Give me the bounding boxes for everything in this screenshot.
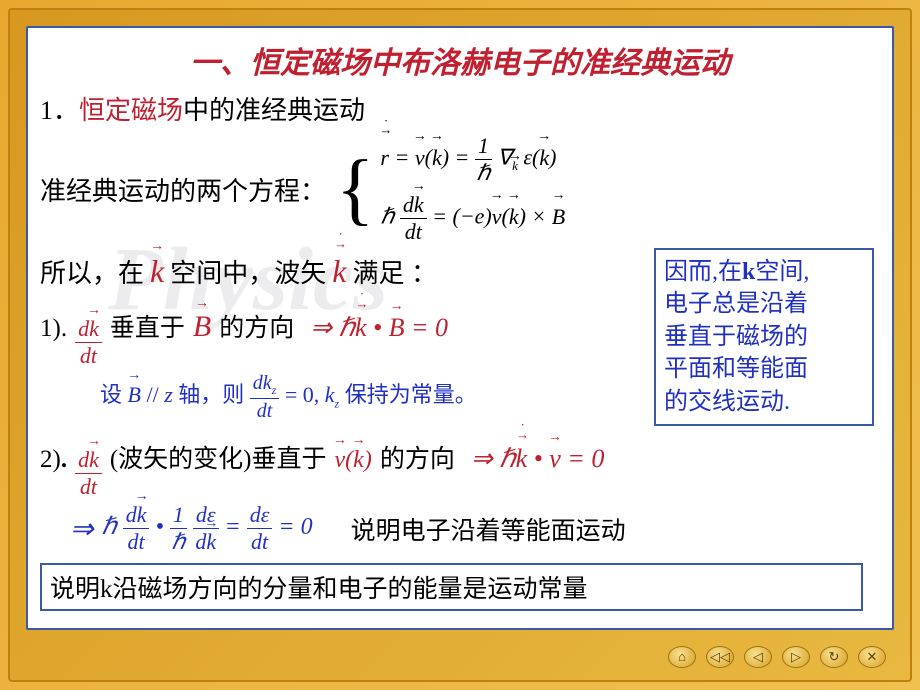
item1-fraction: dk→ dt <box>75 318 102 367</box>
therefore-p3: 满足 ： <box>352 253 437 290</box>
therefore-p2: 空间中，波矢 <box>170 253 326 290</box>
item2-number: 2). <box>40 446 67 474</box>
section-heading: 1．恒定磁场中的准经典运动 <box>40 90 880 127</box>
item2-fraction: dk→ dt <box>75 449 102 498</box>
item-1-row: 1). dk→ dt 垂直于 →B 的方向 ⇒ ℏk·→ • B→ = 0 <box>40 308 650 367</box>
implication-expr: ℏ dk→dt • 1ℏ dεdk→ = dεdt = 0 <box>101 504 312 553</box>
section-highlight: 恒定磁场 <box>79 96 183 125</box>
note-l4: 平面和等能面 <box>664 356 808 382</box>
item1-implication: ⇒ ℏk·→ • B→ = 0 <box>310 313 448 343</box>
item1-perp: 垂直于 <box>110 308 185 344</box>
item1-number: 1). <box>40 315 67 343</box>
k-vector-symbol: →k <box>150 253 164 290</box>
therefore-p1: 所以，在 <box>40 253 144 290</box>
note-box: 因而,在k空间, 电子总是沿着 垂直于磁场的 平面和等能面 的交线运动. <box>654 248 874 426</box>
nav-home-button[interactable]: ⌂ <box>668 646 696 668</box>
item1-dir: 的方向 <box>219 308 294 344</box>
nav-refresh-button[interactable]: ↻ <box>820 646 848 668</box>
note-l1b: 空间, <box>755 259 809 285</box>
item2-dir: 的方向 <box>380 439 455 475</box>
equation-2: ℏ dk→dt = (−e)v→(k→) × B→ <box>380 194 565 243</box>
slide-content: 一、恒定磁场中布洛赫电子的准经典运动 1．恒定磁场中的准经典运动 准经典运动的两… <box>40 38 880 611</box>
equation-label: 准经典运动的两个方程： <box>40 171 326 208</box>
nav-next-button[interactable]: ▷ <box>782 646 810 668</box>
kdot-vector-symbol: ·→k <box>332 253 346 290</box>
nav-prev-button[interactable]: ◁ <box>744 646 772 668</box>
nav-button-bar: ⌂ ◁◁ ◁ ▷ ↻ ✕ <box>668 646 886 668</box>
bottom-conclusion: 说明k沿磁场方向的分量和电子的能量是运动常量 <box>40 563 863 611</box>
equation-block: r·→ = v→(k→) = 1ℏ ∇k→ ε(k→) ℏ dk→dt = (−… <box>380 135 565 243</box>
v-of-k-symbol: v→(k→) <box>335 447 372 474</box>
nav-first-button[interactable]: ◁◁ <box>706 646 734 668</box>
brace-icon: { <box>336 161 374 217</box>
section-number: 1． <box>40 96 79 125</box>
slide-area: Physics 一、恒定磁场中布洛赫电子的准经典运动 1．恒定磁场中的准经典运动… <box>26 26 894 630</box>
item2-implication: ⇒ ℏk·→ • v→ = 0 <box>471 444 605 474</box>
note-l3: 垂直于磁场的 <box>664 324 808 350</box>
nav-close-button[interactable]: ✕ <box>858 646 886 668</box>
equations-row: 准经典运动的两个方程： { r·→ = v→(k→) = 1ℏ ∇k→ ε(k→… <box>40 135 880 243</box>
item-2-row: 2). dk→ dt (波矢的变化)垂直于 v→(k→) 的方向 ⇒ ℏk·→ … <box>40 439 880 498</box>
section-rest: 中的准经典运动 <box>183 96 365 125</box>
slide-title: 一、恒定磁场中布洛赫电子的准经典运动 <box>40 38 880 82</box>
equation-1: r·→ = v→(k→) = 1ℏ ∇k→ ε(k→) <box>380 135 565 184</box>
note-l5: 的交线运动. <box>664 389 790 415</box>
note-k: k <box>742 259 755 285</box>
item2-paren: (波矢的变化)垂直于 <box>110 439 327 475</box>
implication-explain: 说明电子沿着等能面运动 <box>351 511 626 547</box>
implication-row: ⇒ ℏ dk→dt • 1ℏ dεdk→ = dεdt = 0 说明电子沿着等能… <box>70 504 880 553</box>
note-l2: 电子总是沿着 <box>664 291 808 317</box>
B-vector-symbol: →B <box>193 310 211 344</box>
note-l1a: 因而,在 <box>664 259 742 285</box>
outer-frame: Physics 一、恒定磁场中布洛赫电子的准经典运动 1．恒定磁场中的准经典运动… <box>8 8 912 682</box>
implication-arrow: ⇒ <box>70 512 93 546</box>
